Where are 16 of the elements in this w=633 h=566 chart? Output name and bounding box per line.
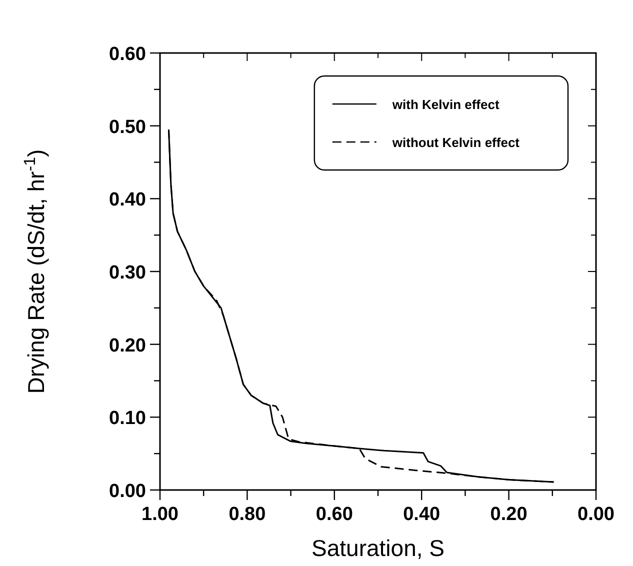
legend-label: with Kelvin effect <box>391 97 500 112</box>
x-tick-label: 0.80 <box>228 504 266 525</box>
y-tick-label: 0.10 <box>109 408 146 430</box>
x-tick-label: 1.00 <box>142 504 178 525</box>
x-tick-label: 0.40 <box>403 504 440 525</box>
y-tick-label: 0.50 <box>109 116 146 138</box>
y-tick-label: 0.40 <box>109 190 146 211</box>
legend-label: without Kelvin effect <box>391 135 520 150</box>
x-axis-title: Saturation, S <box>312 535 444 561</box>
x-tick-label: 0.60 <box>316 504 353 525</box>
x-tick-label: 0.20 <box>490 504 528 525</box>
y-tick-label: 0.00 <box>109 481 146 502</box>
y-tick-label: 0.60 <box>109 44 146 65</box>
y-tick-label: 0.20 <box>109 335 146 356</box>
x-tick-label: 0.00 <box>578 504 614 525</box>
y-tick-label: 0.30 <box>109 262 146 284</box>
